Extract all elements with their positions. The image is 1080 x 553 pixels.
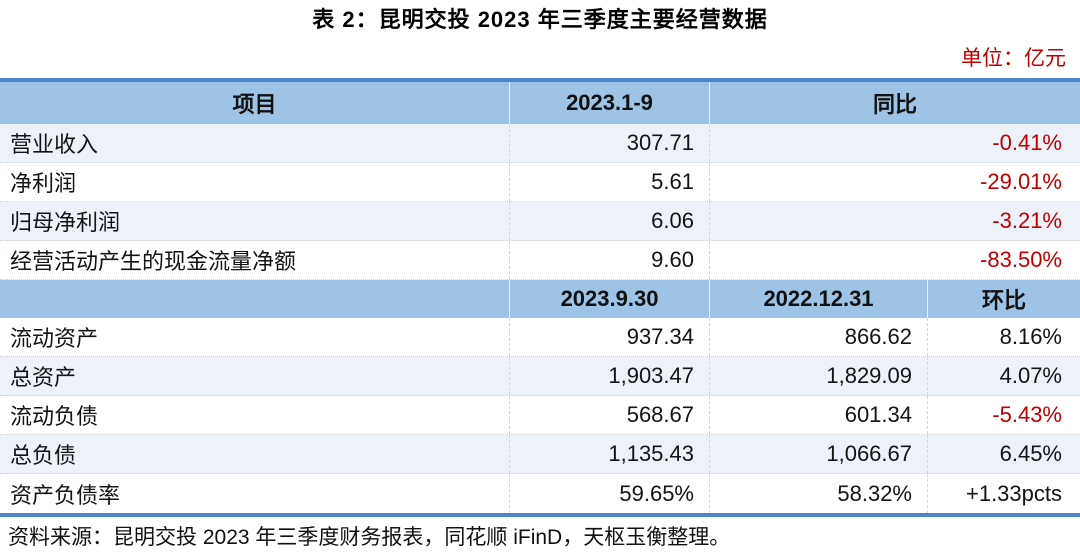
row-yoy: -29.01% xyxy=(980,169,1062,194)
header-cell-date-2022-12-31: 2022.12.31 xyxy=(710,280,928,318)
row-value: 5.61 xyxy=(510,163,710,201)
row-label: 总负债 xyxy=(0,435,510,473)
row-qoq: 4.07% xyxy=(999,363,1062,388)
row-label: 营业收入 xyxy=(0,124,510,162)
row-qoq: 6.45% xyxy=(999,441,1062,466)
header-cell-empty xyxy=(0,280,510,318)
header-cell-yoy: 同比 xyxy=(872,92,917,117)
row-value-2022: 58.32% xyxy=(710,474,928,513)
table-row-net-profit: 净利润 5.61 -29.01% xyxy=(0,163,1080,202)
table-row-operating-cash-flow: 经营活动产生的现金流量净额 9.60 -83.50% xyxy=(0,241,1080,280)
row-yoy: -0.41% xyxy=(992,130,1062,155)
row-label: 流动资产 xyxy=(0,318,510,356)
row-value-2023: 937.34 xyxy=(510,318,710,356)
row-value-2022: 1,829.09 xyxy=(710,357,928,395)
row-qoq: -5.43% xyxy=(992,402,1062,427)
row-qoq: +1.33pcts xyxy=(965,480,1062,506)
row-value-2022: 866.62 xyxy=(710,318,928,356)
source-note: 资料来源：昆明交投 2023 年三季度财务报表，同花顺 iFinD，天枢玉衡整理… xyxy=(8,526,731,549)
header-cell-item: 项目 xyxy=(0,82,510,124)
row-value-2022: 601.34 xyxy=(710,396,928,434)
header-cell-period-2023-1-9: 2023.1-9 xyxy=(510,82,710,124)
report-table-page: 表 2：昆明交投 2023 年三季度主要经营数据 单位：亿元 项目 2023.1… xyxy=(0,6,1080,553)
row-value-2022: 1,066.67 xyxy=(710,435,928,473)
table-header-row-2: 2023.9.30 2022.12.31 环比 xyxy=(0,280,1080,318)
row-label: 经营活动产生的现金流量净额 xyxy=(0,241,510,279)
row-value: 9.60 xyxy=(510,241,710,279)
row-label: 流动负债 xyxy=(0,396,510,434)
row-label: 净利润 xyxy=(0,163,510,201)
row-value: 6.06 xyxy=(510,202,710,240)
row-label: 资产负债率 xyxy=(0,474,510,513)
row-value: 307.71 xyxy=(510,124,710,162)
header-cell-qoq: 环比 xyxy=(981,288,1026,313)
row-yoy: -83.50% xyxy=(980,247,1062,272)
row-label: 归母净利润 xyxy=(0,202,510,240)
row-label: 总资产 xyxy=(0,357,510,395)
header-cell-date-2023-9-30: 2023.9.30 xyxy=(510,280,710,318)
row-value-2023: 568.67 xyxy=(510,396,710,434)
table-row-debt-to-asset-ratio: 资产负债率 59.65% 58.32% +1.33pcts xyxy=(0,474,1080,513)
table-header-row-1: 项目 2023.1-9 同比 xyxy=(0,82,1080,124)
row-value-2023: 1,135.43 xyxy=(510,435,710,473)
row-yoy: -3.21% xyxy=(992,208,1062,233)
table-row-total-liabilities: 总负债 1,135.43 1,066.67 6.45% xyxy=(0,435,1080,474)
row-qoq: 8.16% xyxy=(999,324,1062,349)
row-value-2023: 1,903.47 xyxy=(510,357,710,395)
table-row-operating-revenue: 营业收入 307.71 -0.41% xyxy=(0,124,1080,163)
table-row-attributable-net-profit: 归母净利润 6.06 -3.21% xyxy=(0,202,1080,241)
unit-label: 单位：亿元 xyxy=(961,47,1066,70)
table-row-current-liabilities: 流动负债 568.67 601.34 -5.43% xyxy=(0,396,1080,435)
table-title: 表 2：昆明交投 2023 年三季度主要经营数据 xyxy=(312,7,768,32)
row-value-2023: 59.65% xyxy=(510,474,710,513)
table-row-total-assets: 总资产 1,903.47 1,829.09 4.07% xyxy=(0,357,1080,396)
operating-data-table: 项目 2023.1-9 同比 营业收入 307.71 -0.41% 净利润 5.… xyxy=(0,78,1080,517)
table-row-current-assets: 流动资产 937.34 866.62 8.16% xyxy=(0,318,1080,357)
